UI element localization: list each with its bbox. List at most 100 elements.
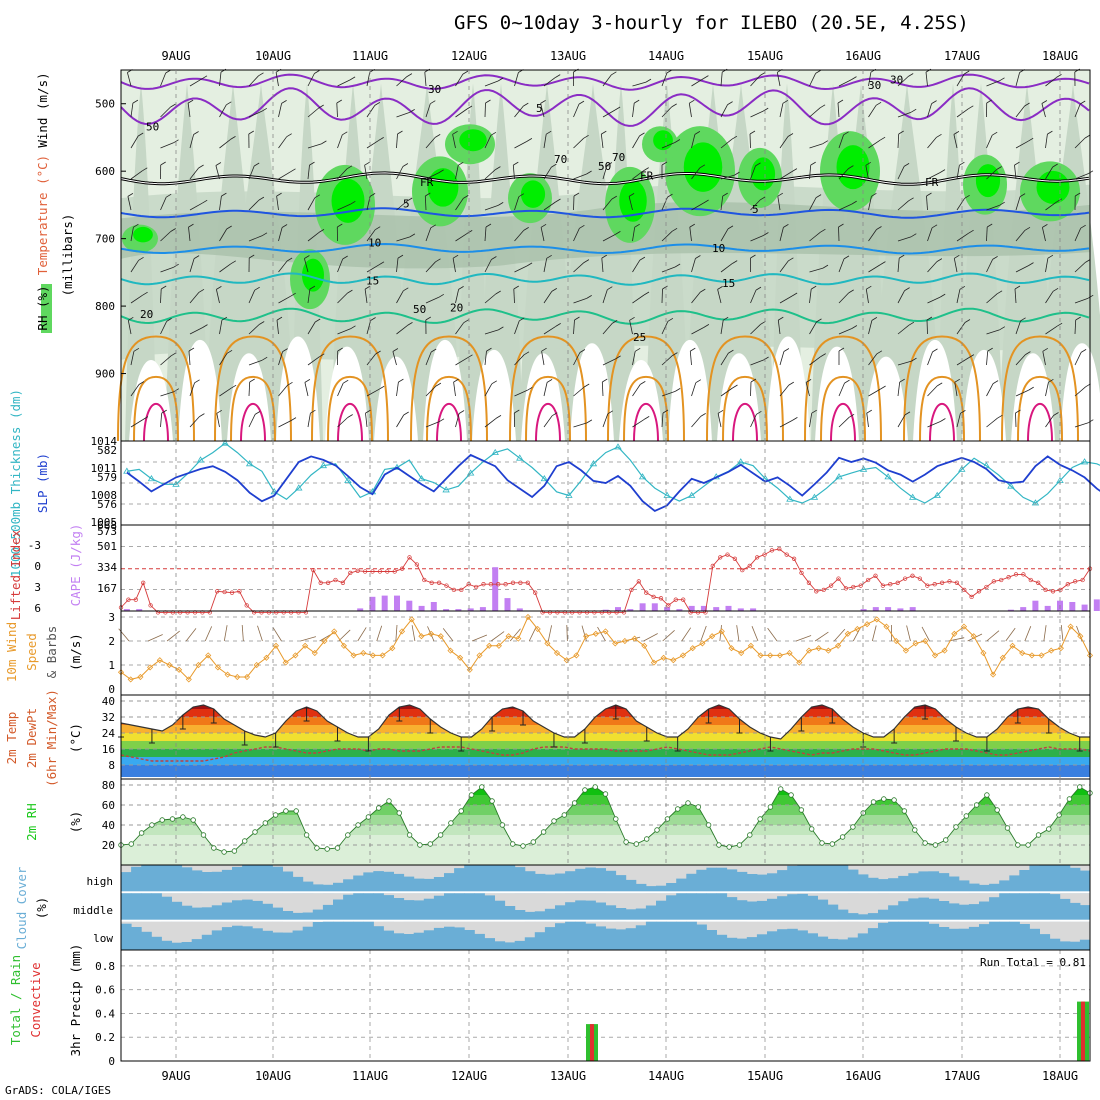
wind-barb [127,72,132,87]
wind-barb [118,628,130,642]
wind-barb [750,414,757,428]
thickness-point [638,473,647,480]
temp-line [120,704,1090,740]
wind-barb [661,72,668,87]
wind-barb [1005,627,1016,642]
wind-barb [307,73,315,87]
wind-barb [189,416,200,428]
cloud-bar [333,899,344,922]
wind-barb-flag [837,99,844,104]
wind-barb-flag [1027,137,1034,142]
cape-bar [639,603,646,611]
wind-barb [602,109,616,118]
lifted-index-point [1050,589,1056,594]
wind-speed-point [835,642,842,649]
cloud-bar [979,901,990,922]
cloud-bar [746,901,758,922]
level-separator [121,891,1090,894]
ylabel-cloud-unit: (%) [34,897,49,920]
panel-frame [120,524,1091,612]
cloud-bar [555,873,566,894]
wind-barb-flag [555,323,561,327]
wind-barb [396,325,408,335]
cloud-bar [464,930,475,950]
ylabel-slp: SLP (mb) [35,453,50,513]
wind-barb [691,202,704,211]
wind-barb [1074,386,1086,397]
wind-barb [425,296,439,304]
wind-barb-flag [261,356,268,361]
wind-barb [837,102,840,118]
wind-barb-flag [198,288,205,293]
ylabel-wind-unit: (m/s) [68,633,83,671]
wind-barb [337,134,343,149]
li-tick-label: 0 [34,560,41,573]
wind-barb-flag [759,196,766,201]
wind-barb-flag [170,228,176,232]
wind-barb-flag [261,232,268,237]
cloud-bar [191,939,203,950]
cape-bar [479,607,486,611]
wind-speed-point [980,649,987,657]
cloud-bar [454,868,465,894]
cloud-bar [989,921,1000,950]
cloud-bar [595,902,606,922]
cloud-bar [656,921,667,950]
rh-band [121,825,1090,835]
wind-barb-flag [230,136,236,140]
isotherm-25 [509,335,587,442]
cloud-bar [958,880,970,894]
wind-barb-flag [497,202,504,206]
wind-barb [956,289,961,304]
rh-blob-bright [750,157,776,191]
wind-barb [514,141,528,149]
cloud-bar [171,901,183,922]
lifted-index-point [444,583,449,588]
cloud-bar [645,886,657,894]
wind-barb-flag [551,163,557,168]
wind-barb-flag [939,169,946,173]
rh-point [613,816,619,822]
cloud-bar [847,913,859,922]
wind-barb [809,231,821,242]
cloud-bar [908,921,919,950]
lifted-index-point [244,603,249,608]
lifted-index-point [422,577,427,583]
wind-barb [777,320,781,335]
cloud-bar [979,924,990,950]
wind-barb [897,360,912,366]
wind-speed-point [331,628,338,635]
wind-barb-flag [964,319,971,323]
rh-point [943,837,949,843]
wind-barb [455,73,464,87]
wind-barb [396,76,408,87]
wind-barb [160,413,163,428]
cape-bar [123,609,130,611]
wind-barb [304,258,309,273]
dry-surface-pocket [178,339,222,441]
wind-barb-flag [876,226,882,230]
wind-barb-flag [792,417,798,421]
wind-barb [986,80,1000,87]
wind-barb [632,103,635,118]
wind-barb-flag [336,99,343,104]
lifted-index-point [481,582,486,587]
lifted-index-point [325,580,331,585]
cape-tick-label: 501 [97,540,117,553]
rh-point [984,792,990,798]
cloud-bar [948,928,960,950]
wind-speed-point [883,623,890,630]
wind-barb-flag [216,409,223,414]
date-label-bottom: 11AUG [352,1069,388,1083]
wind-barb [130,419,144,428]
cloud-bar [454,893,465,922]
cape-bar [737,608,744,611]
wind-barb-flag [188,223,194,228]
wind-barb [662,630,675,642]
wind-speed-point [437,633,444,640]
wind-barb-flag [309,161,315,166]
wind-barb [717,413,722,428]
wind-barb-flag [674,139,681,143]
cape-bar [504,598,511,611]
